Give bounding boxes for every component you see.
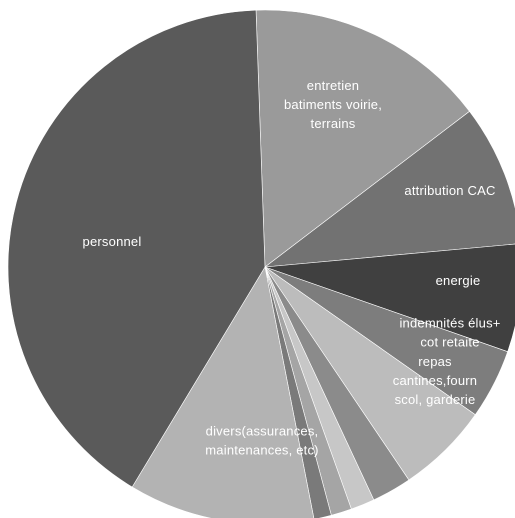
pie-slice-9 (131, 266, 315, 518)
slice-label-9-line-0: divers(assurances, (206, 424, 319, 439)
slice-label-1-line-0: attribution CAC (404, 183, 495, 198)
slice-label-3-line-0: indemnités élus+ (399, 316, 500, 331)
pie-slice-1 (263, 110, 515, 268)
slice-label-0-line-0: entretien (307, 78, 359, 93)
slice-label-2-line-0: energie (436, 273, 481, 288)
slice-label-0-line-2: terrains (311, 116, 356, 131)
pie-slice-0 (255, 9, 470, 268)
slice-label-9-line-1: maintenances, etc) (205, 443, 318, 458)
slice-label-4-line-0: repas (418, 354, 452, 369)
slice-label-10-line-0: personnel (83, 234, 142, 249)
slice-label-4-line-1: cantines,fourn (393, 373, 477, 388)
slice-label-0-line-1: batiments voirie, (284, 97, 382, 112)
pie-slice-8 (264, 266, 332, 518)
pie-slice-10 (7, 9, 266, 488)
pie-slice-2 (264, 243, 515, 353)
slice-label-3-line-1: cot retaite (420, 335, 479, 350)
slice-label-4-line-2: scol, garderie (395, 392, 476, 407)
